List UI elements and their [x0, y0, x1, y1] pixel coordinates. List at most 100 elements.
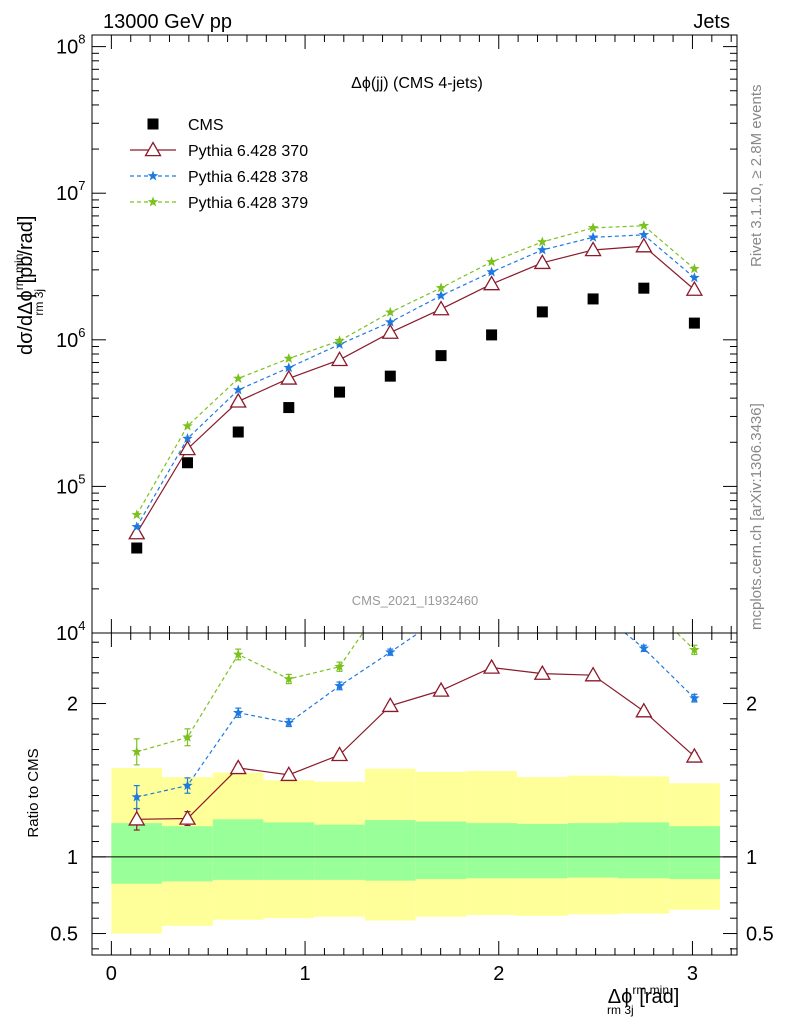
- data-point-p379: [435, 282, 447, 293]
- header-right: Jets: [693, 11, 730, 33]
- ratio-point-p378: [537, 598, 547, 608]
- main-ylabel-text: dσ/dΔϕrm min rm 3j [pb/rad]: [12, 216, 46, 355]
- data-point-p370: [280, 369, 298, 385]
- ratio-point-p378: [638, 642, 650, 653]
- ratio-point-p370: [178, 809, 197, 825]
- legend-marker-p370: [144, 141, 162, 157]
- ratio-y-tick-label-right: 2: [746, 694, 757, 716]
- x-tick-label: 0: [106, 963, 117, 985]
- legend-label-cms: CMS: [188, 117, 224, 134]
- y-tick-exp: 5: [78, 471, 85, 486]
- ratio-point-p370: [381, 697, 399, 713]
- data-point-cms: [688, 317, 700, 329]
- ylabel-sub: rm 3j: [32, 289, 46, 316]
- legend-item-p379: Pythia 6.428 379: [130, 195, 308, 212]
- legend-item-p370: Pythia 6.428 370: [130, 141, 308, 160]
- ratio-point-p379: [689, 644, 700, 655]
- legend-item-cms: CMS: [147, 117, 224, 134]
- band-inner: [314, 824, 365, 880]
- ratio-point-p378: [385, 646, 396, 657]
- data-point-p378: [435, 290, 447, 301]
- legend-label-p370: Pythia 6.428 370: [188, 143, 308, 160]
- ratio-y-tick-label-left: 2: [67, 694, 78, 716]
- rivet-label: Rivet 3.1.10, ≥ 2.8M events: [748, 85, 765, 268]
- mcplots-label: mcplots.cern.ch [arXiv:1306.3436]: [748, 403, 765, 630]
- y-tick-label: 107: [56, 178, 85, 205]
- band-inner: [516, 823, 568, 879]
- data-point-p379: [486, 256, 497, 267]
- y-tick-exp: 7: [78, 178, 85, 193]
- legend-label-p379: Pythia 6.428 379: [188, 195, 308, 212]
- data-point-p379: [587, 222, 599, 233]
- data-point-p370: [482, 275, 501, 291]
- data-point-cms: [232, 426, 244, 438]
- ratio-point-p379: [486, 522, 496, 532]
- band-inner: [263, 822, 315, 880]
- data-point-cms: [536, 306, 548, 318]
- ratio-point-p379: [436, 560, 446, 570]
- ratio-point-p379: [182, 731, 193, 742]
- ylabel-sup: rm min: [12, 254, 26, 291]
- data-point-cms: [435, 350, 447, 362]
- data-point-p378: [182, 433, 193, 444]
- data-point-p370: [128, 524, 146, 540]
- data-point-cms: [334, 386, 346, 398]
- data-point-p379: [689, 263, 700, 274]
- data-point-p379: [233, 372, 244, 383]
- data-point-p378: [233, 384, 244, 395]
- y-tick-base: 10: [56, 37, 78, 59]
- main-ylabel: dσ/dΔϕrm min rm 3j [pb/rad]: [12, 216, 46, 355]
- data-point-cms: [384, 370, 396, 382]
- ratio-point-p378: [588, 601, 598, 611]
- y-tick-base: 10: [56, 476, 78, 498]
- y-tick-exp: 4: [78, 618, 85, 633]
- data-point-p379: [182, 420, 193, 431]
- data-point-p379: [131, 509, 142, 520]
- ylabel-main: dσ/dΔϕ: [15, 290, 37, 355]
- data-point-p378: [486, 266, 497, 277]
- ratio-point-p378: [131, 791, 142, 802]
- ratio-point-p379: [334, 661, 345, 672]
- ratio-point-p370: [280, 766, 298, 782]
- band-inner: [111, 823, 163, 884]
- x-tick-label: 1: [300, 963, 311, 985]
- y-tick-label: 105: [56, 471, 85, 498]
- ratio-point-p370: [330, 746, 349, 762]
- ratio-point-p379: [588, 537, 598, 547]
- data-point-p370: [330, 351, 349, 367]
- y-tick-base: 10: [56, 623, 78, 645]
- data-point-p379: [385, 306, 396, 317]
- data-point-cms: [587, 293, 599, 305]
- data-point-p370: [178, 440, 197, 456]
- ratio-point-p370: [635, 702, 653, 718]
- legend-item-p378: Pythia 6.428 378: [130, 169, 308, 186]
- data-point-p378: [283, 362, 295, 373]
- band-inner: [466, 823, 517, 879]
- band-inner: [364, 820, 416, 881]
- band-inner: [162, 826, 213, 882]
- data-point-cms: [131, 542, 143, 554]
- ratio-point-p370: [533, 664, 551, 680]
- xlabel-sup: rm min: [632, 983, 669, 997]
- y-tick-label: 106: [56, 325, 85, 352]
- data-point-p379: [283, 353, 295, 363]
- header-left: 13000 GeV pp: [103, 11, 232, 33]
- ratio-point-p378: [334, 680, 345, 691]
- data-point-p378: [689, 272, 700, 283]
- ratio-point-p370: [229, 759, 247, 775]
- ratio-point-p379: [639, 595, 649, 605]
- data-point-p378: [537, 244, 548, 255]
- ratio-frame: [91, 632, 738, 956]
- ratio-point-p378: [689, 692, 700, 703]
- ratio-panel: 0.5 0.5 1 1 2 2 0 1 2 3 Ratio to CMS Δϕrm min rm …: [25, 522, 774, 1017]
- ylabel-unit: [pb/rad]: [15, 216, 37, 289]
- ratio-point-p379: [283, 673, 295, 684]
- ratio-point-p379: [537, 545, 547, 555]
- ratio-point-p370: [482, 658, 501, 674]
- y-tick-label: 108: [56, 32, 85, 59]
- data-point-cms: [486, 329, 498, 341]
- legend: CMS Pythia 6.428 370 Pythia 6.428 378 Pythi…: [130, 117, 308, 212]
- ratio-point-p378: [233, 707, 244, 718]
